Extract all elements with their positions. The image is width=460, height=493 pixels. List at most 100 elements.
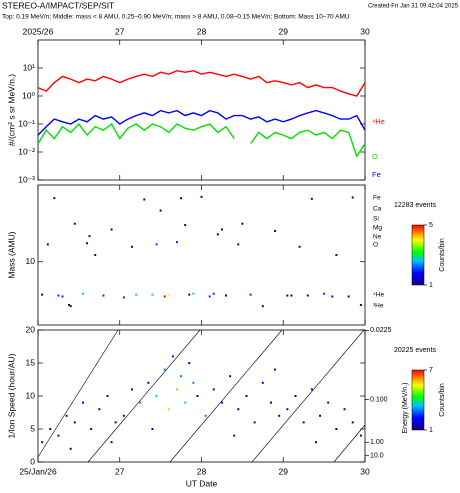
data-point (208, 295, 211, 298)
data-point (204, 414, 207, 417)
colorbar-label: Counts/bin (439, 383, 446, 417)
x-tick-label: 29 (279, 466, 289, 476)
x-tick-label: 29 (279, 26, 289, 36)
species-label: Mg (373, 225, 382, 232)
data-point (225, 294, 228, 297)
data-point (233, 434, 236, 437)
data-point (245, 395, 248, 397)
y2-tick-label: 0.0225 (370, 327, 392, 334)
data-point (81, 292, 84, 295)
data-point (86, 242, 89, 245)
data-point (200, 195, 203, 198)
dispersion-lines (37, 329, 366, 463)
colorbar-tick-label: 5 (429, 222, 433, 229)
data-point (220, 401, 223, 404)
y-axis-label: 1/Ion Speed (hour/AU) (6, 353, 16, 438)
colorbar-tick-label: 1 (429, 427, 433, 434)
data-point (155, 395, 158, 397)
data-point (290, 294, 293, 297)
y-tick-label: 10¹ (23, 62, 35, 72)
data-point (171, 355, 174, 358)
data-point (184, 401, 187, 404)
data-point (114, 421, 117, 424)
data-point (90, 428, 93, 430)
y-tick-label: 10 (26, 256, 36, 266)
data-point (159, 209, 162, 212)
data-point (163, 368, 166, 371)
x-tick-label: 28 (197, 26, 207, 36)
colorbar-label: Counts/bin (439, 238, 446, 272)
data-point (167, 294, 170, 297)
data-point (135, 293, 138, 296)
data-point (46, 243, 49, 246)
data-point (229, 375, 232, 378)
y-tick-label: 0 (30, 456, 35, 466)
data-point (220, 228, 223, 231)
data-point (73, 222, 76, 225)
data-point (298, 245, 301, 248)
data-point (274, 229, 277, 232)
x-tick-label: 25/Jan/26 (19, 466, 57, 476)
data-point (261, 305, 264, 308)
y-tick-label: 10 (26, 390, 36, 400)
colorbar-tick-label: 7 (429, 367, 433, 374)
data-point (41, 441, 44, 444)
data-point (192, 381, 195, 384)
data-point (351, 421, 354, 424)
data-point (65, 414, 68, 417)
data-point (98, 408, 101, 411)
data-point (359, 303, 362, 306)
x-tick-label: 27 (115, 26, 125, 36)
x-tick-label: 28 (197, 466, 207, 476)
y-tick-label: 5 (30, 423, 35, 433)
colorbar (411, 224, 425, 286)
data-point (69, 447, 72, 450)
data-point (167, 408, 170, 411)
y-tick-label: 10⁻² (18, 146, 35, 156)
data-point (110, 228, 113, 231)
event-count: 12283 events (394, 202, 437, 209)
data-point (147, 381, 150, 384)
species-label: Ca (373, 206, 382, 213)
data-point (184, 224, 187, 227)
y-axis-label: Mass (AMU) (6, 231, 16, 278)
data-point (306, 294, 309, 297)
data-point (73, 421, 76, 424)
data-point (122, 296, 125, 299)
data-point (331, 295, 334, 298)
y-tick-label: 15 (26, 357, 36, 367)
data-point (68, 303, 71, 306)
data-point (294, 395, 297, 397)
y2-tick-label: 0.100 (370, 396, 388, 403)
data-point (122, 414, 125, 417)
data-point (359, 434, 362, 437)
series-line (37, 122, 366, 158)
created-stamp: Created-Fri Jan 31 09:42:04 2025 (368, 4, 459, 10)
y2-tick-label: 1.00 (370, 439, 384, 446)
data-point (278, 414, 281, 417)
x-tick-label: 30 (360, 466, 370, 476)
x-tick-label: 27 (115, 466, 125, 476)
y-tick-label: 10⁰ (22, 90, 35, 100)
y-tick-label: 10⁻¹ (18, 118, 35, 128)
data-point (49, 428, 52, 430)
data-point (175, 388, 178, 391)
data-point (335, 254, 338, 256)
series-line (37, 69, 366, 97)
data-point (249, 293, 252, 296)
data-point (57, 434, 60, 437)
data-point (241, 222, 244, 225)
colorbar (411, 369, 425, 431)
data-point (261, 381, 264, 384)
data-point (237, 408, 240, 411)
data-point (61, 295, 64, 298)
species-label: Fe (373, 195, 381, 202)
data-point (347, 295, 350, 298)
data-point (155, 243, 158, 246)
legend-label: O (372, 152, 378, 161)
y-tick-label: 10⁻³ (18, 174, 35, 184)
data-point (237, 243, 240, 246)
data-point (286, 294, 289, 297)
data-point (180, 375, 183, 378)
data-point (180, 197, 183, 200)
